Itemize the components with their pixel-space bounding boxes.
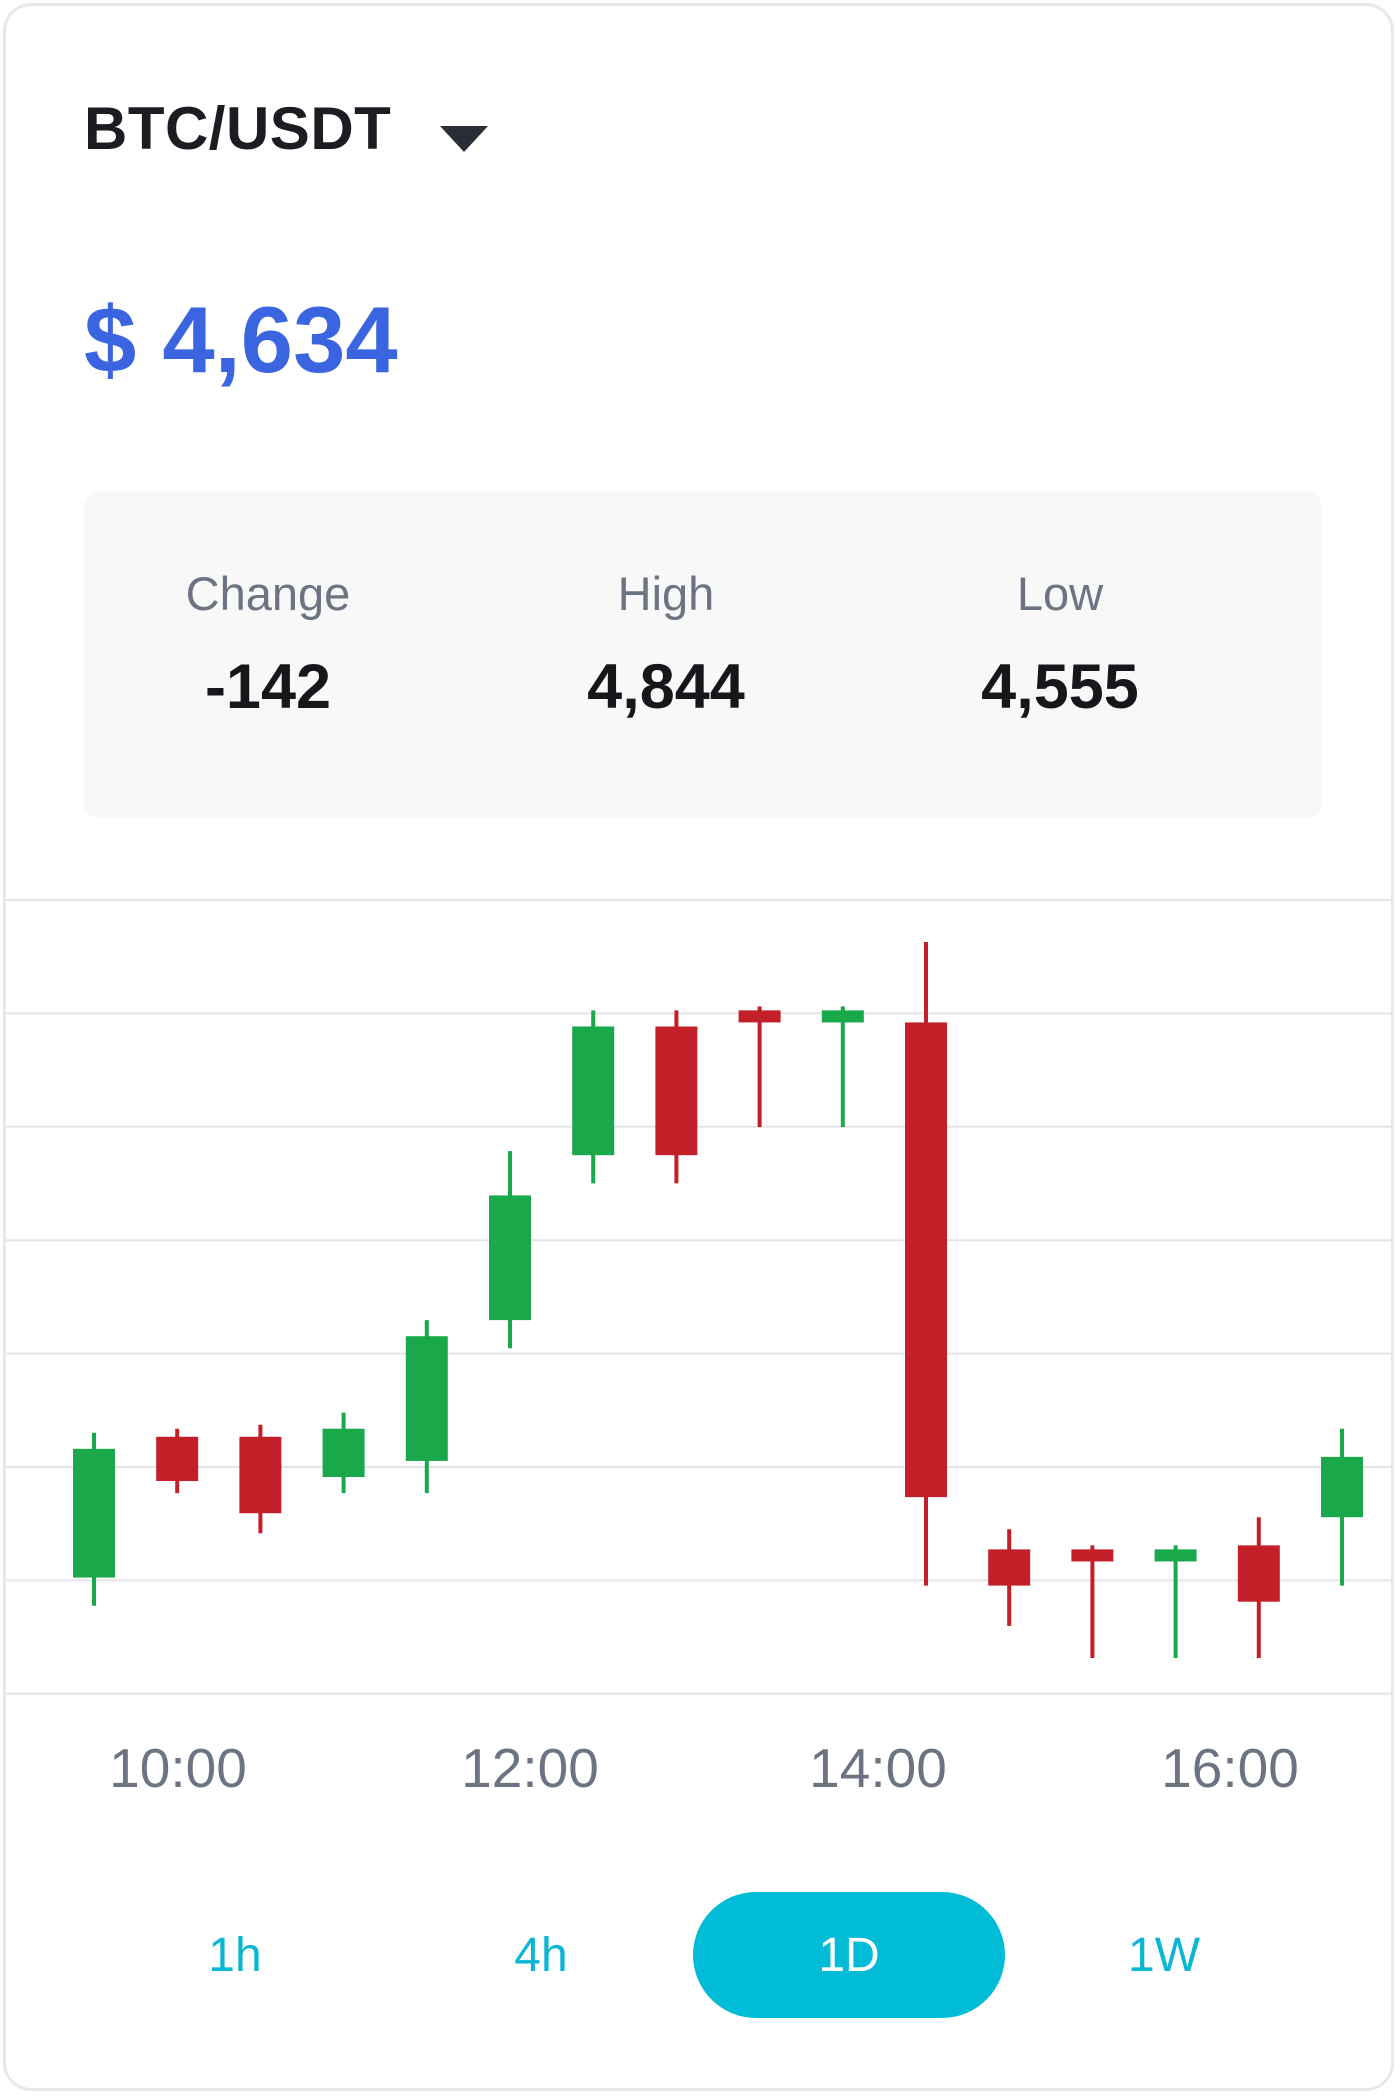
candle-body bbox=[1154, 1549, 1197, 1562]
chevron-down-icon[interactable] bbox=[440, 126, 488, 152]
candle-up[interactable] bbox=[322, 1412, 365, 1494]
stat-low: Low 4,555 bbox=[880, 492, 1240, 723]
candle-up[interactable] bbox=[821, 1006, 864, 1128]
candle-body bbox=[322, 1428, 365, 1477]
tab-1w[interactable]: 1W bbox=[1128, 1928, 1200, 1982]
candle-down[interactable] bbox=[655, 1010, 698, 1184]
candle-up[interactable] bbox=[572, 1010, 615, 1184]
tab-4h[interactable]: 4h bbox=[514, 1928, 568, 1982]
candle-up[interactable] bbox=[405, 1320, 448, 1494]
x-tick-label: 12:00 bbox=[461, 1737, 599, 1799]
candle-down[interactable] bbox=[738, 1006, 781, 1128]
candle-body bbox=[1237, 1545, 1280, 1602]
candle-body bbox=[239, 1436, 282, 1514]
candle-body bbox=[489, 1195, 531, 1321]
candle-down[interactable] bbox=[156, 1428, 199, 1494]
candle-body bbox=[156, 1436, 199, 1482]
x-tick-label: 10:00 bbox=[109, 1737, 247, 1799]
ticker-card: BTC/USDT $ 4,634 Change -142 High 4,844 … bbox=[3, 3, 1394, 2091]
candle-up[interactable] bbox=[1321, 1428, 1363, 1586]
candle-body bbox=[572, 1026, 615, 1156]
candle-down[interactable] bbox=[1237, 1517, 1280, 1658]
stats-panel: Change -142 High 4,844 Low 4,555 bbox=[84, 492, 1322, 818]
candle-body bbox=[655, 1026, 698, 1156]
candle-up[interactable] bbox=[489, 1151, 531, 1349]
stat-change-label: Change bbox=[185, 567, 351, 620]
x-tick-label: 16:00 bbox=[1161, 1737, 1299, 1799]
stat-high: High 4,844 bbox=[486, 492, 846, 723]
candle-down[interactable] bbox=[1071, 1545, 1114, 1658]
stat-low-label: Low bbox=[1016, 567, 1104, 620]
candle-body bbox=[405, 1336, 448, 1461]
x-tick-label: 14:00 bbox=[809, 1737, 947, 1799]
candle-up[interactable] bbox=[73, 1432, 115, 1606]
stat-change-value: -142 bbox=[204, 652, 332, 722]
candle-body bbox=[821, 1010, 864, 1023]
candle-down[interactable] bbox=[905, 942, 947, 1586]
stat-high-value: 4,844 bbox=[587, 652, 745, 722]
candle-body bbox=[738, 1010, 781, 1023]
candle-body bbox=[1071, 1549, 1114, 1562]
pair-selector[interactable]: BTC/USDT bbox=[84, 94, 391, 163]
timeframe-tabs: 1h 4h 1D 1W bbox=[6, 1892, 1391, 2022]
candle-up[interactable] bbox=[1154, 1545, 1197, 1658]
tab-1d[interactable]: 1D bbox=[693, 1892, 1005, 2018]
stat-high-label: High bbox=[617, 567, 715, 620]
candle-body bbox=[73, 1448, 115, 1578]
candle-body bbox=[1321, 1456, 1363, 1518]
pair-label: BTC/USDT bbox=[84, 95, 392, 162]
stat-low-value: 4,555 bbox=[981, 652, 1139, 722]
candle-down[interactable] bbox=[988, 1529, 1031, 1626]
candle-down[interactable] bbox=[239, 1424, 282, 1534]
tab-1h[interactable]: 1h bbox=[208, 1928, 262, 1982]
current-price: $ 4,634 bbox=[84, 287, 398, 392]
candlestick-chart[interactable] bbox=[6, 894, 1391, 1774]
candle-body bbox=[988, 1549, 1031, 1586]
candle-body bbox=[905, 1022, 947, 1498]
stat-change: Change -142 bbox=[88, 492, 448, 723]
